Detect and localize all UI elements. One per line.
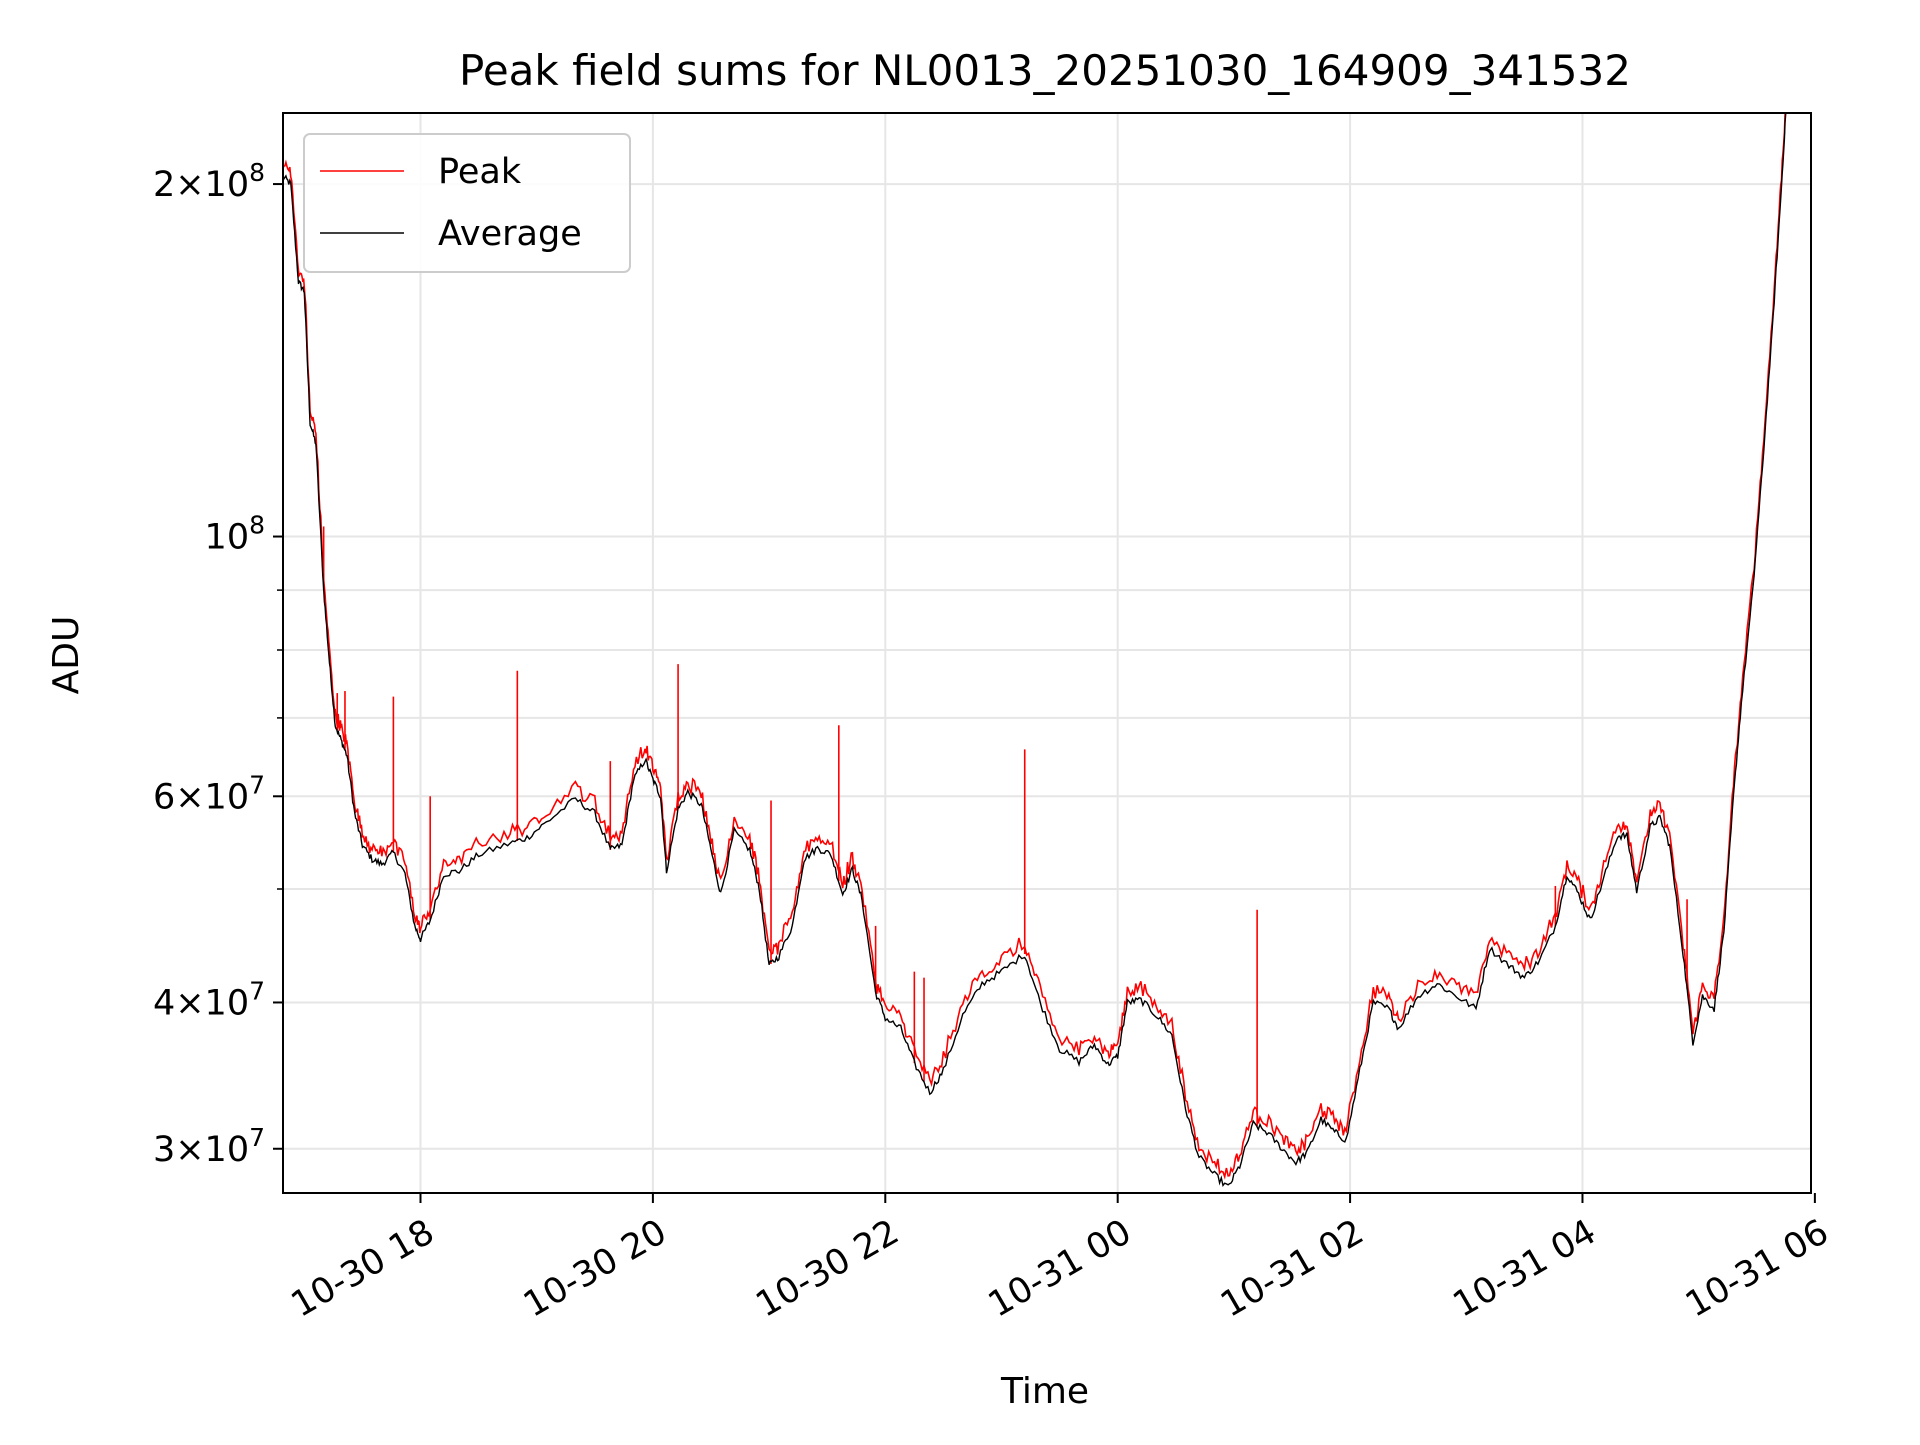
y-tick-label: 3×107 [153, 1123, 265, 1170]
legend: Peak Average [303, 133, 631, 273]
peak-line [283, 113, 1786, 1180]
legend-label-average: Average [438, 214, 582, 254]
y-axis-ticks: 3×107 4×107 6×107 108 2×108 [153, 158, 283, 1170]
chart-title: Peak field sums for NL0013_20251030_1649… [459, 46, 1631, 95]
series-peak [283, 113, 1786, 1180]
y-tick-label: 4×107 [153, 976, 265, 1023]
average-line [283, 113, 1787, 1188]
legend-frame [303, 133, 631, 273]
y-tick-label: 108 [205, 511, 265, 558]
series-average [283, 113, 1787, 1188]
legend-label-peak: Peak [438, 152, 522, 192]
x-axis-label: Time [1000, 1371, 1089, 1412]
plot-frame [282, 112, 1812, 1194]
y-tick-label: 2×108 [153, 158, 265, 205]
y-tick-label: 6×107 [153, 770, 265, 817]
y-axis-label: ADU [46, 616, 87, 695]
